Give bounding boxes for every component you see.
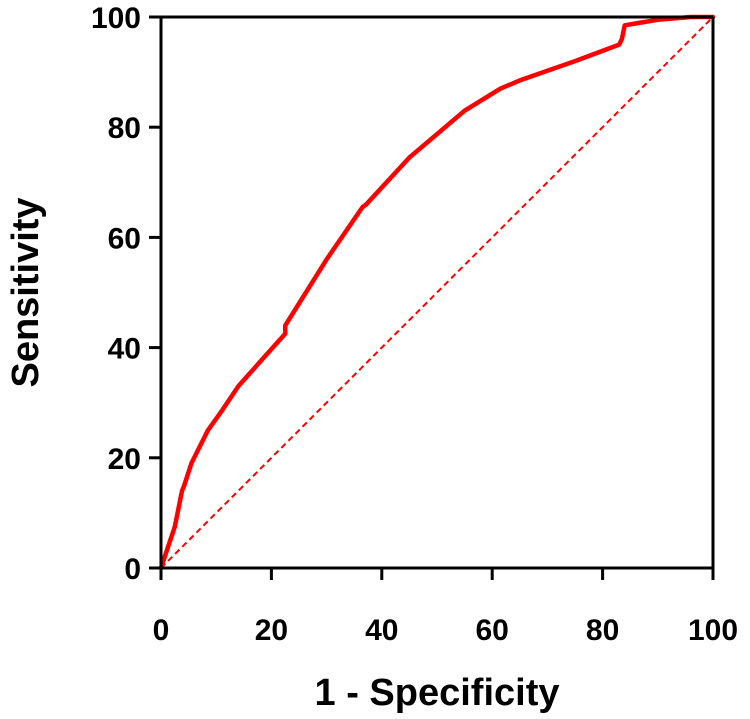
y-tick-label: 100: [91, 2, 141, 35]
reference-line: [160, 16, 714, 569]
x-tick-label: 40: [365, 614, 398, 647]
plot-labels: 0 20 40 60 80 100 0 20 40 60 80 100: [91, 2, 738, 647]
x-tick-label: 80: [586, 614, 619, 647]
y-axis-title: Sensitivity: [5, 197, 47, 387]
x-tick-label: 0: [153, 614, 170, 647]
roc-curve-line: [158, 14, 716, 571]
x-tick-label: 100: [688, 614, 738, 647]
plot-axes: [149, 15, 715, 580]
x-axis-title: 1 - Specificity: [315, 672, 560, 714]
y-tick-label: 20: [108, 443, 141, 476]
y-tick-label: 80: [108, 112, 141, 145]
y-tick-label: 0: [124, 553, 141, 586]
y-tick-label: 40: [108, 333, 141, 366]
y-tick-label: 60: [108, 222, 141, 255]
plot-marks: [158, 14, 716, 571]
x-tick-label: 60: [476, 614, 509, 647]
x-tick-label: 20: [255, 614, 288, 647]
